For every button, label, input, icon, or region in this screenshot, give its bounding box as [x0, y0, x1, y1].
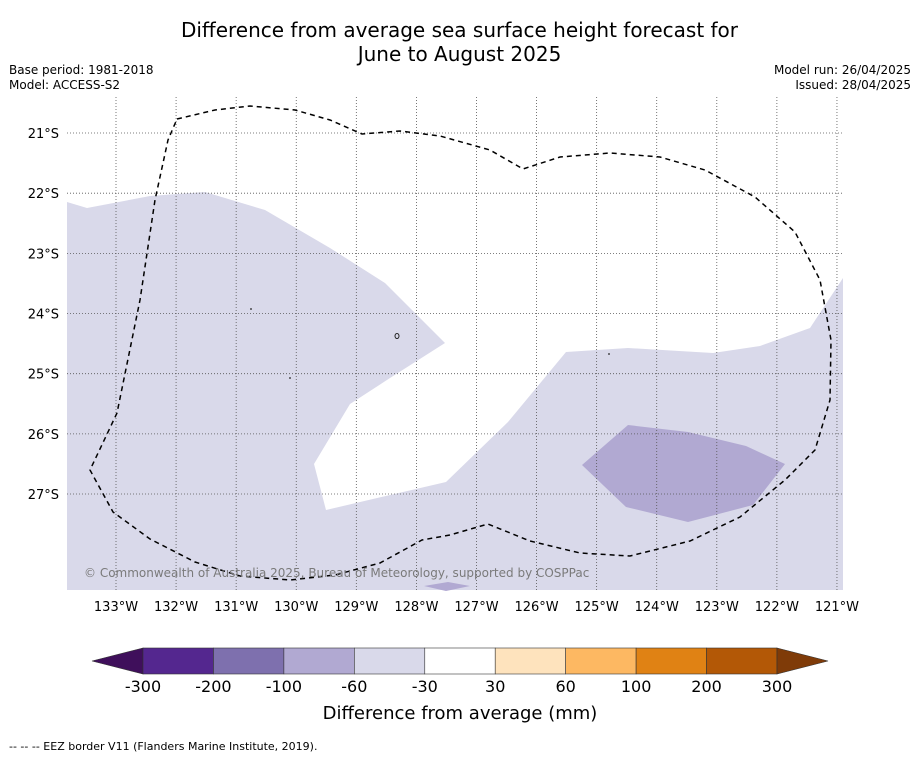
colorbar-tick-label: -60 — [341, 677, 367, 696]
longitude-label: 131°W — [214, 600, 258, 615]
colorbar-tick-labels: -300 -200 -100 -60 -30 30 60 100 200 300 — [125, 677, 792, 696]
island-mark — [289, 377, 291, 379]
latitude-label: 27°S — [28, 488, 59, 503]
latitude-label: 25°S — [28, 368, 59, 383]
colorbar-extend-low — [91, 647, 144, 675]
base-info: Base period: 1981-2018 Model: ACCESS-S2 — [9, 63, 154, 93]
colorbar-segment — [706, 647, 778, 675]
longitude-label: 122°W — [755, 600, 799, 615]
colorbar-extend-high — [776, 647, 829, 675]
anomaly-region-light — [67, 192, 843, 590]
graticule — [67, 97, 843, 590]
island-mark — [394, 333, 400, 339]
colorbar-segment — [283, 647, 355, 675]
latitude-label: 22°S — [28, 187, 59, 202]
colorbar-segment — [565, 647, 637, 675]
colorbar-tick-label: 100 — [621, 677, 652, 696]
longitude-label: 129°W — [334, 600, 378, 615]
anomaly-region-bottom — [424, 582, 470, 591]
longitude-label: 123°W — [695, 600, 739, 615]
longitude-label: 128°W — [394, 600, 438, 615]
colorbar-segment — [142, 647, 214, 675]
colorbar — [91, 647, 829, 675]
longitude-label: 127°W — [454, 600, 498, 615]
colorbar-segment — [213, 647, 285, 675]
island-mark — [250, 308, 252, 310]
latitude-label: 23°S — [28, 247, 59, 262]
colorbar-segment — [424, 647, 496, 675]
longitude-label: 126°W — [514, 600, 558, 615]
colorbar-tick-label: 200 — [691, 677, 722, 696]
base-period: Base period: 1981-2018 — [9, 63, 154, 77]
colorbar-tick-label: -200 — [195, 677, 231, 696]
issued-date: Issued: 28/04/2025 — [795, 78, 911, 92]
latitude-label: 24°S — [28, 308, 59, 323]
eez-border — [89, 105, 832, 581]
island-mark — [608, 353, 610, 355]
latitude-labels: 21°S 22°S 23°S 24°S 25°S 26°S 27°S — [28, 127, 59, 503]
latitude-label: 21°S — [28, 127, 59, 142]
colorbar-segment — [635, 647, 707, 675]
colorbar-tick-label: 60 — [555, 677, 575, 696]
title-line-1: Difference from average sea surface heig… — [180, 18, 739, 42]
colorbar-tick-label: -30 — [412, 677, 438, 696]
colorbar-tick-label: 300 — [762, 677, 793, 696]
longitude-label: 133°W — [94, 600, 138, 615]
colorbar-tick-label: -100 — [266, 677, 302, 696]
title-line-2: June to August 2025 — [357, 42, 562, 66]
anomaly-region-medium — [582, 425, 785, 522]
longitude-label: 125°W — [575, 600, 619, 615]
longitude-label: 132°W — [154, 600, 198, 615]
colorbar-tick-label: -300 — [125, 677, 161, 696]
run-info: Model run: 26/04/2025 Issued: 28/04/2025 — [774, 63, 911, 93]
colorbar-segment — [354, 647, 426, 675]
map-title: Difference from average sea surface heig… — [0, 18, 919, 66]
longitude-labels: 133°W 132°W 131°W 130°W 129°W 128°W 127°W 126°W… — [94, 600, 859, 615]
colorbar-title: Difference from average (mm) — [323, 703, 598, 724]
longitude-label: 124°W — [635, 600, 679, 615]
colorbar-segment — [494, 647, 566, 675]
model-run: Model run: 26/04/2025 — [773, 63, 911, 77]
eez-footnote: -- -- -- EEZ border V11 (Flanders Marine… — [9, 740, 318, 753]
longitude-label: 121°W — [815, 600, 859, 615]
model-name: Model: ACCESS-S2 — [9, 78, 121, 92]
longitude-label: 130°W — [274, 600, 318, 615]
colorbar-tick-label: 30 — [485, 677, 505, 696]
copyright-text: © Commonwealth of Australia 2025, Bureau… — [84, 566, 589, 580]
latitude-label: 26°S — [28, 428, 59, 443]
